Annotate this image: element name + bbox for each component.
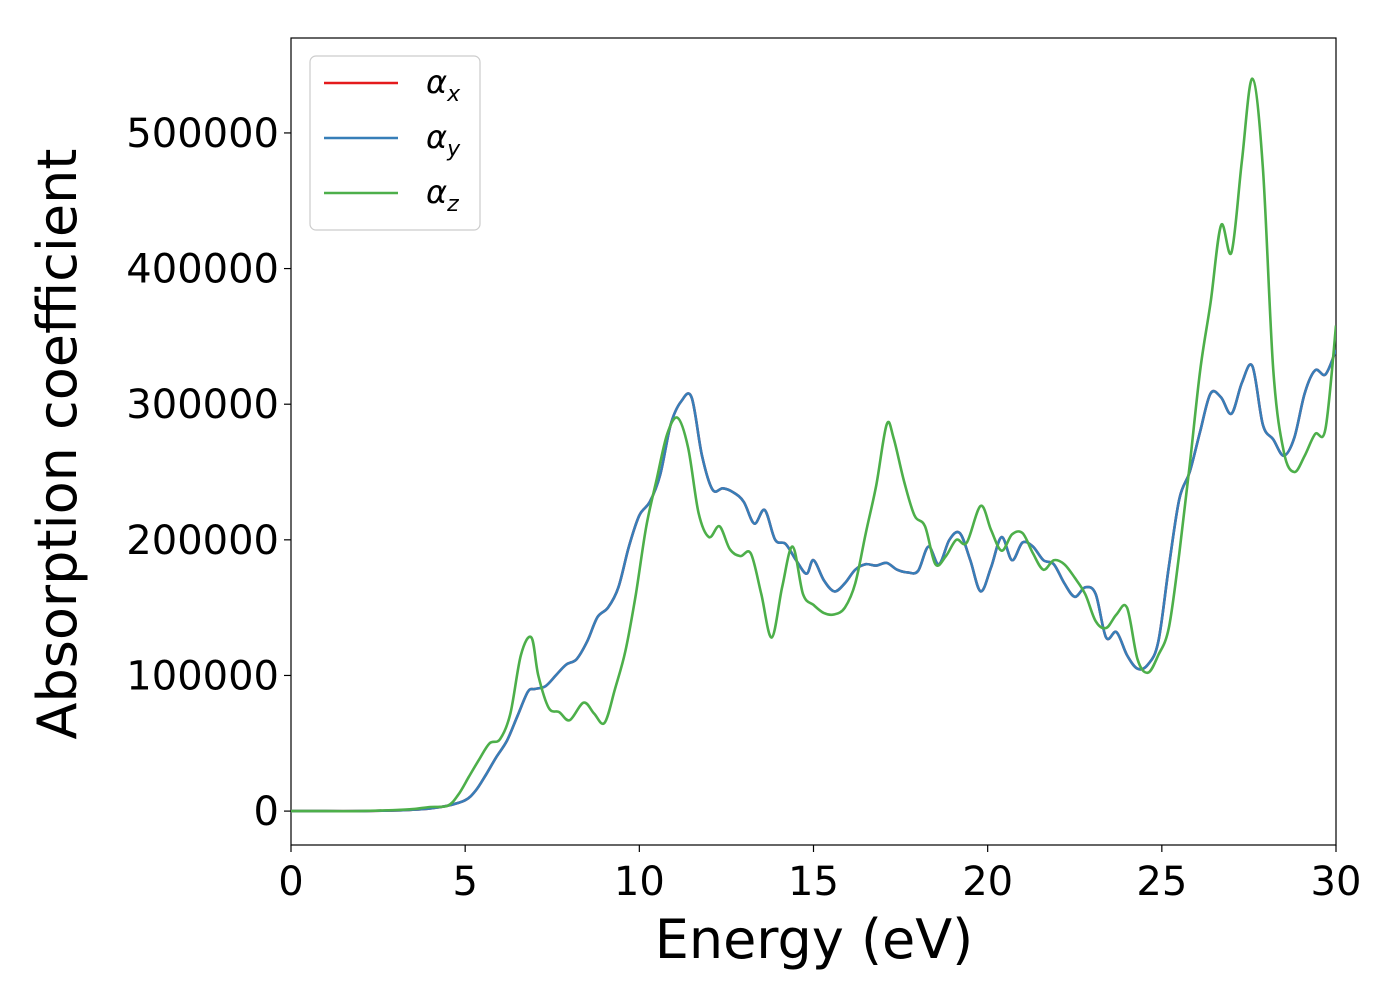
x-tick-label: 20 [962, 859, 1013, 905]
series-layer [291, 77, 1336, 813]
y-tick-label: 300000 [126, 382, 279, 428]
x-tick-label: 25 [1136, 859, 1187, 905]
y-tick-label: 400000 [126, 247, 279, 293]
x-axis-label: Energy (eV) [655, 908, 974, 971]
series-line-z [291, 77, 1336, 813]
y-tick-label: 500000 [126, 111, 279, 157]
x-tick-label: 10 [614, 859, 665, 905]
legend-label-z: αz [426, 173, 459, 217]
legend-box [309, 55, 481, 231]
x-axis-ticks: 0 5 10 15 20 25 30 [278, 845, 1361, 905]
legend-label-x: αx [426, 63, 461, 107]
legend-label-y: αy [426, 118, 461, 162]
y-tick-label: 100000 [126, 653, 279, 699]
y-axis-label: Absorption coefficient [26, 149, 89, 740]
y-tick-label: 0 [254, 789, 279, 835]
x-tick-label: 0 [278, 859, 303, 905]
y-tick-label: 200000 [126, 518, 279, 564]
y-axis-ticks: 0 100000 200000 300000 400000 500000 [126, 111, 291, 835]
x-tick-label: 15 [788, 859, 839, 905]
series-line-y [291, 349, 1336, 813]
legend: αx αy αz [309, 55, 481, 231]
x-tick-label: 5 [452, 859, 477, 905]
x-tick-label: 30 [1311, 859, 1362, 905]
